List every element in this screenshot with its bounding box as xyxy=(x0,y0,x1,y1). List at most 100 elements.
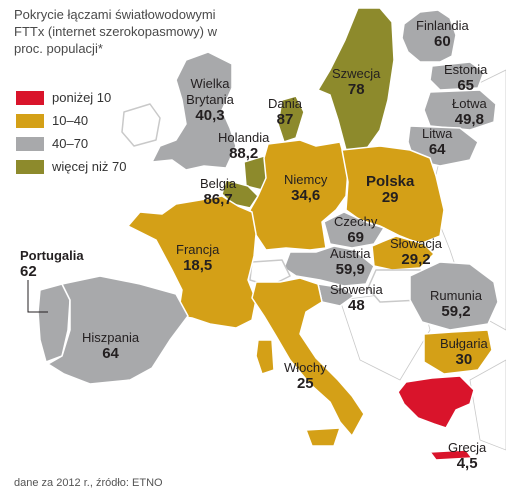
country-name: Austria xyxy=(330,246,371,261)
shape-lotwa xyxy=(423,89,497,131)
country-name: Portugalia xyxy=(20,248,84,263)
country-name: Holandia xyxy=(218,130,270,145)
label-grecja: Grecja 4,5 xyxy=(448,440,486,472)
shape-dania xyxy=(277,95,305,143)
country-name: Szwecja xyxy=(332,66,381,81)
legend-row: 10–40 xyxy=(16,109,126,132)
country-name: Bułgaria xyxy=(440,336,488,351)
legend-row: 40–70 xyxy=(16,132,126,155)
shape-polska xyxy=(341,145,445,245)
shape-rumunia xyxy=(409,261,499,331)
country-value: 59,2 xyxy=(441,303,471,320)
shape-slowacja xyxy=(371,235,435,271)
legend: poniżej 10 10–40 40–70 więcej niż 70 xyxy=(16,86,126,178)
label-austria: Austria 59,9 xyxy=(330,246,370,278)
label-bulgaria: Bułgaria 30 xyxy=(440,336,488,368)
country-name: Finlandia xyxy=(416,18,469,33)
shape-sardynia xyxy=(255,339,275,375)
label-francja: Francja 18,5 xyxy=(176,242,219,274)
country-value: 87 xyxy=(276,111,294,128)
legend-row: poniżej 10 xyxy=(16,86,126,109)
country-value: 60 xyxy=(434,33,451,50)
label-holandia: Holandia 88,2 xyxy=(218,130,269,162)
label-lotwa: Łotwa 49,8 xyxy=(452,96,487,128)
label-szwecja: Szwecja 78 xyxy=(332,66,380,98)
label-rumunia: Rumunia 59,2 xyxy=(430,288,482,320)
country-name: Belgia xyxy=(200,176,237,191)
shape-szwajcaria xyxy=(249,259,291,287)
country-value: 62 xyxy=(20,263,37,280)
country-name: Słowacja xyxy=(390,236,443,251)
shape-czechy xyxy=(323,211,385,249)
shape-estonia xyxy=(429,61,485,91)
country-name: Dania xyxy=(268,96,302,111)
legend-swatch xyxy=(16,136,44,151)
shape-irlandia xyxy=(121,103,161,147)
legend-label: 40–70 xyxy=(52,136,89,151)
country-name: Estonia xyxy=(444,62,488,77)
country-name: Hiszpania xyxy=(82,330,140,345)
source-note: dane za 2012 r., źródło: ETNO xyxy=(14,477,163,489)
country-name: Niemcy xyxy=(284,172,328,187)
country-value: 4,5 xyxy=(456,455,478,472)
label-estonia: Estonia 65 xyxy=(444,62,487,94)
country-name: Litwa xyxy=(422,126,453,141)
country-name: Czechy xyxy=(334,214,378,229)
legend-swatch xyxy=(16,159,44,174)
shape-niemcy xyxy=(249,139,349,251)
shape-kreta xyxy=(429,449,473,461)
country-value: 30 xyxy=(455,351,473,368)
country-name: Rumunia xyxy=(430,288,483,303)
label-polska: Polska 29 xyxy=(366,174,414,206)
label-slowenia: Słowenia 48 xyxy=(330,282,383,314)
country-name: Wielka Brytania xyxy=(178,76,242,108)
leader-line-portugalia xyxy=(27,280,48,313)
legend-swatch xyxy=(16,113,44,128)
country-shapes xyxy=(37,7,499,461)
legend-label: 10–40 xyxy=(52,113,89,128)
map-title: Pokrycie łączami światłowodowymi FTTx (i… xyxy=(14,7,217,56)
legend-label: więcej niż 70 xyxy=(52,159,127,174)
legend-label: poniżej 10 xyxy=(52,90,112,105)
country-value: 29,2 xyxy=(401,251,431,268)
country-value: 34,6 xyxy=(291,187,321,204)
country-value: 49,8 xyxy=(454,111,484,128)
country-value: 65 xyxy=(457,77,475,94)
country-name: Słowenia xyxy=(330,282,383,297)
label-wlochy: Włochy 25 xyxy=(284,360,327,392)
shape-wielka-brytania xyxy=(151,51,237,171)
label-portugalia: Portugalia 62 xyxy=(20,248,84,280)
label-niemcy: Niemcy 34,6 xyxy=(284,172,327,204)
label-dania: Dania 87 xyxy=(268,96,302,128)
country-value: 78 xyxy=(347,81,365,98)
label-slowacja: Słowacja 29,2 xyxy=(390,236,442,268)
country-value: 86,7 xyxy=(203,191,233,208)
country-value: 29 xyxy=(381,189,399,206)
country-value: 69 xyxy=(347,229,365,246)
country-value: 59,9 xyxy=(335,261,365,278)
label-finlandia: Finlandia 60 xyxy=(416,18,469,50)
shape-grecja xyxy=(397,375,475,429)
country-value: 64 xyxy=(102,345,119,362)
label-wielka-brytania: Wielka Brytania 40,3 xyxy=(178,76,242,124)
shape-wlochy xyxy=(251,277,365,437)
country-value: 64 xyxy=(428,141,446,158)
label-czechy: Czechy 69 xyxy=(334,214,377,246)
country-name: Francja xyxy=(176,242,220,257)
country-value: 88,2 xyxy=(229,145,259,162)
shape-austria xyxy=(283,245,375,287)
label-belgia: Belgia 86,7 xyxy=(200,176,236,208)
shape-bulgaria xyxy=(423,329,493,375)
country-value: 48 xyxy=(348,297,365,314)
country-name: Włochy xyxy=(284,360,327,375)
shape-sycylia xyxy=(305,427,341,447)
legend-swatch xyxy=(16,90,44,105)
legend-row: więcej niż 70 xyxy=(16,155,126,178)
country-value: 18,5 xyxy=(183,257,213,274)
country-name-line: Wielka Brytania xyxy=(186,76,234,107)
shape-francja xyxy=(127,195,257,329)
shape-finlandia xyxy=(401,9,457,63)
shape-hiszpania xyxy=(47,275,189,385)
country-value: 25 xyxy=(296,375,314,392)
country-name: Łotwa xyxy=(452,96,487,111)
